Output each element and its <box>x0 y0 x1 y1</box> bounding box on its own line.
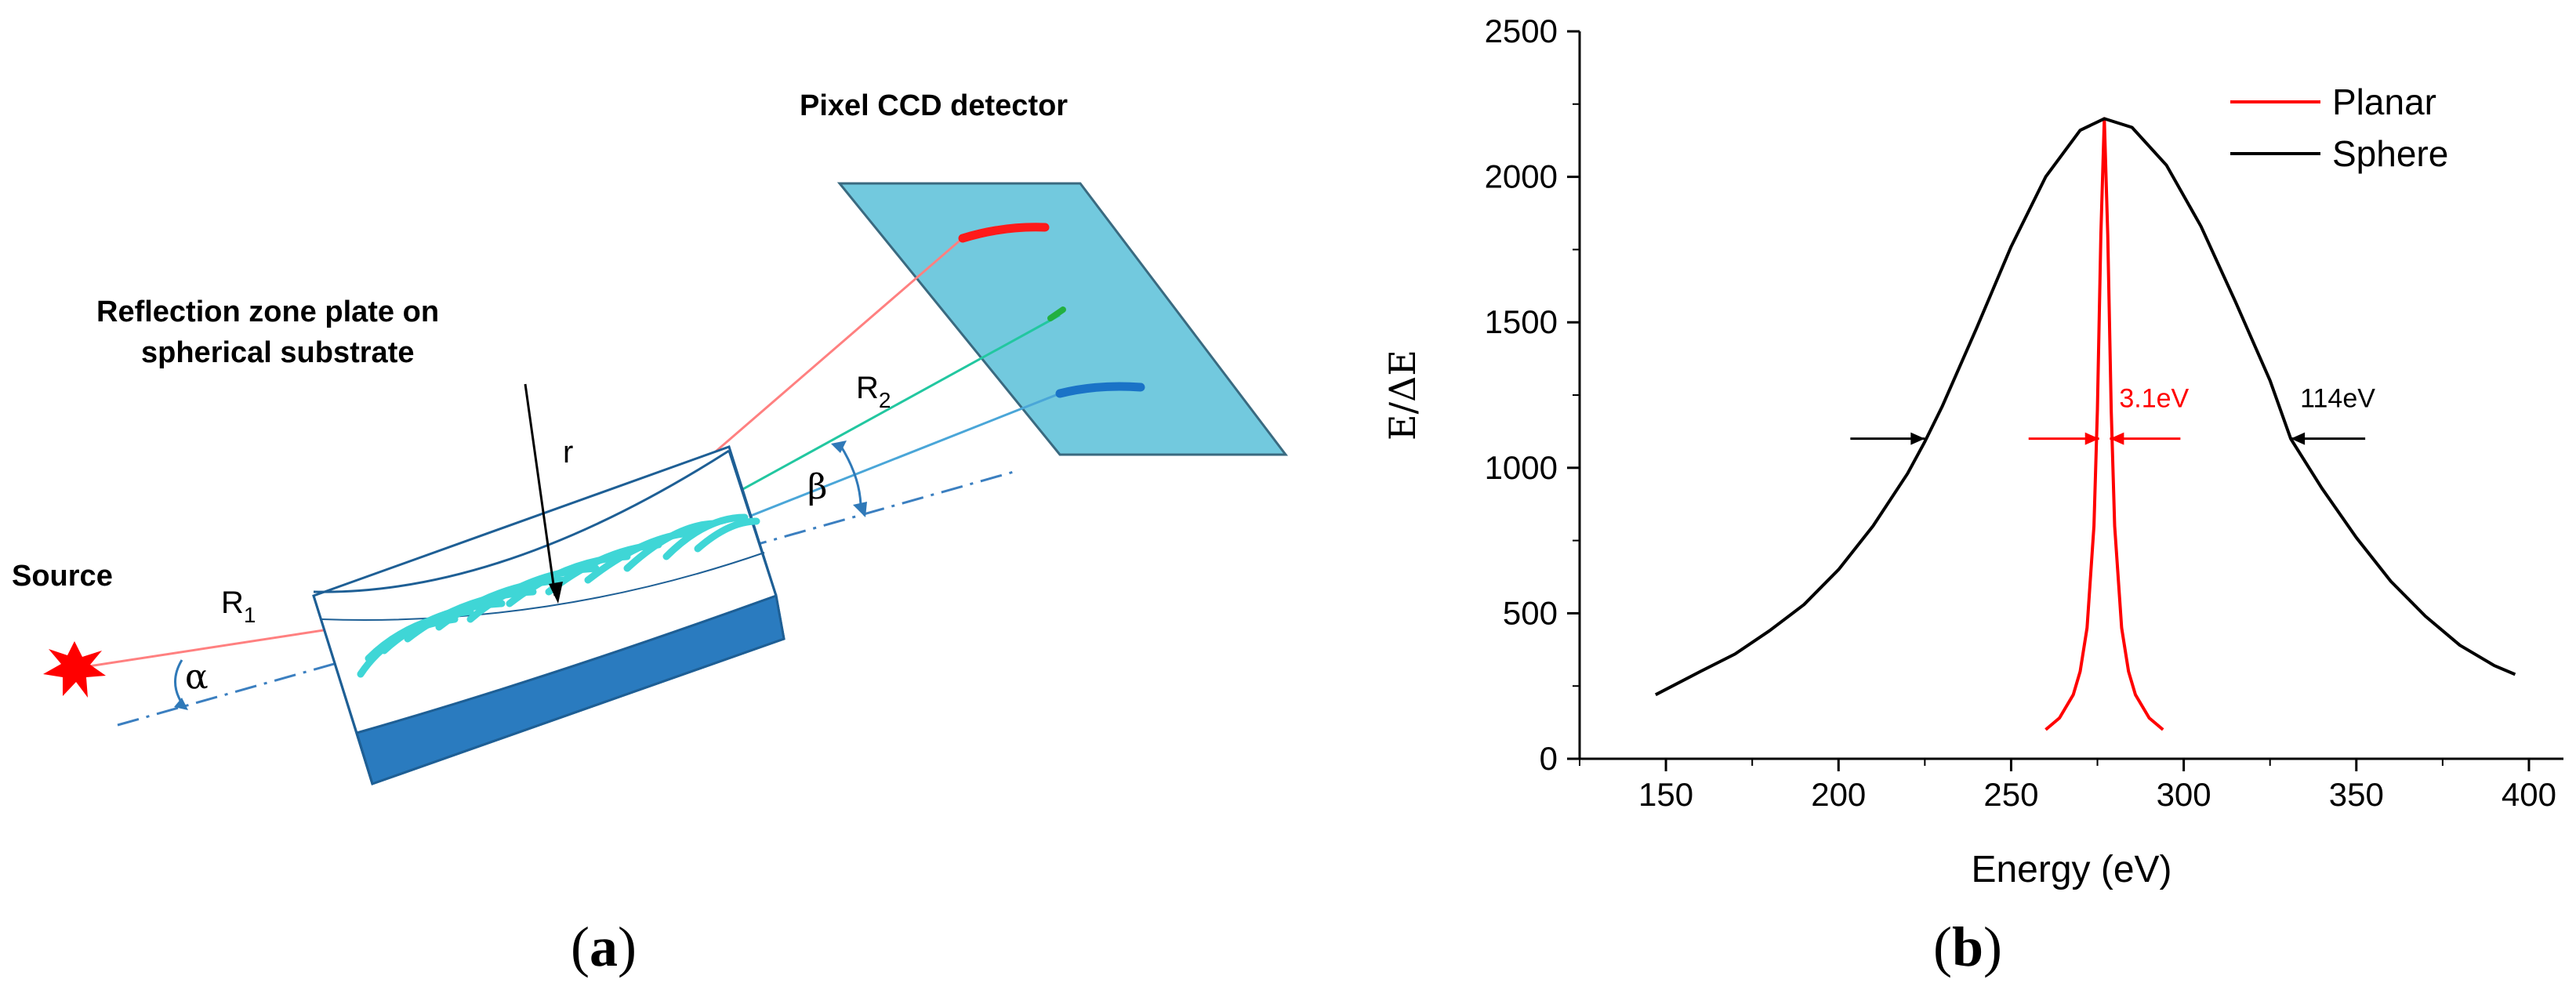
fwhm-arrowhead-left <box>2084 432 2099 445</box>
panel-a-caption: (a) <box>571 916 637 978</box>
chart-y-axis-label: E/ΔE <box>1381 350 1424 441</box>
legend-label-sphere: Sphere <box>2332 133 2448 174</box>
detector-trace-red <box>958 223 1050 243</box>
fwhm-arrowhead-left <box>1910 432 1925 445</box>
panel-b-chart: 150 200 250 300 350 400 0 500 1000 1500 2000 2500 3… <box>1381 13 2563 978</box>
substrate-top-edge <box>313 449 730 593</box>
radius-arrow-head <box>549 582 563 604</box>
y-tick-label: 0 <box>1540 740 1558 777</box>
zone-plate-label-line1: Reflection zone plate on <box>96 296 439 328</box>
beta-arc-head <box>831 441 847 453</box>
x-tick-label: 300 <box>2157 776 2211 813</box>
x-tick-label: 250 <box>1983 776 2038 813</box>
substrate-bottom <box>355 593 785 785</box>
spherical-substrate <box>312 445 785 785</box>
r1-label: R1 <box>221 586 256 627</box>
substrate-inner-curve <box>321 552 765 621</box>
source-label: Source <box>12 560 113 593</box>
beta-label: β <box>807 467 827 507</box>
legend-label-planar: Planar <box>2332 82 2436 122</box>
fwhm-annotation-label: 3.1eV <box>2119 384 2189 414</box>
panel-a: Pixel CCD detector Reflection zone plate… <box>12 89 1289 978</box>
substrate-front-face <box>312 595 374 785</box>
fwhm-arrowhead-right <box>2291 432 2306 445</box>
detector-label: Pixel CCD detector <box>800 89 1068 122</box>
fwhm-arrowhead-right <box>2110 432 2124 445</box>
y-tick-label: 2500 <box>1485 13 1558 49</box>
x-tick-label: 150 <box>1638 776 1693 813</box>
detector-trace-blue <box>1055 382 1145 398</box>
y-tick-label: 1000 <box>1485 449 1558 486</box>
panel-b-caption: (b) <box>1933 916 2002 978</box>
y-tick-label: 1500 <box>1485 303 1558 340</box>
alpha-label: α <box>185 657 209 697</box>
radius-label: r <box>563 435 573 470</box>
radius-arrow <box>524 383 557 597</box>
alpha-arc <box>174 659 183 704</box>
x-tick-label: 400 <box>2502 776 2556 813</box>
ccd-detector-plane <box>836 182 1289 456</box>
zone-plate <box>357 513 760 678</box>
chart-x-axis-label: Energy (eV) <box>1971 849 2171 890</box>
source-star-icon <box>43 641 106 698</box>
y-tick-label: 2000 <box>1485 158 1558 195</box>
series-line-planar <box>2044 117 2164 731</box>
y-tick-label: 500 <box>1503 594 1558 631</box>
x-tick-label: 200 <box>1811 776 1866 813</box>
series-line-sphere <box>1654 117 2516 697</box>
beta-arc-head-lower <box>853 502 867 517</box>
alpha-arc-head <box>174 698 188 710</box>
r2-label: R2 <box>856 371 891 412</box>
beta-arc <box>839 444 862 509</box>
x-tick-label: 350 <box>2329 776 2384 813</box>
detector-trace-green <box>1047 306 1066 321</box>
fwhm-annotation-label: 114eV <box>2300 384 2375 414</box>
zone-plate-label-line2: spherical substrate <box>141 336 414 369</box>
